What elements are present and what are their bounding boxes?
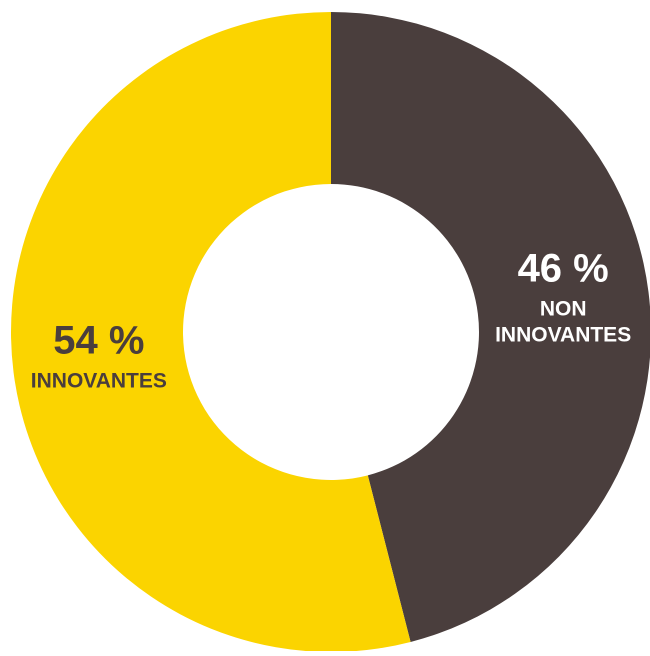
slice-category-label: NON xyxy=(540,298,587,321)
donut-slice-1 xyxy=(11,12,411,652)
slice-value-label: 54 % xyxy=(53,318,144,362)
slice-category-label: INNOVANTES xyxy=(495,324,631,347)
slice-category-label: INNOVANTES xyxy=(31,369,167,392)
donut-slice-0 xyxy=(331,12,650,642)
slice-value-label: 46 % xyxy=(518,247,609,291)
